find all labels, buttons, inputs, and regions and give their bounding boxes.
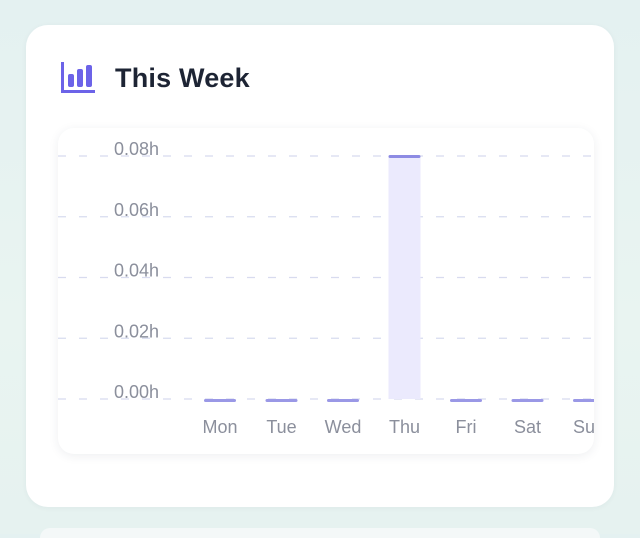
bar[interactable] (327, 399, 359, 402)
y-tick-label: 0.00h (114, 382, 159, 402)
next-card-edge (40, 528, 600, 538)
bar[interactable] (450, 399, 482, 402)
bar[interactable] (388, 156, 421, 399)
x-axis-ticks: Mon Tue Wed Thu Fri Sat Sun (202, 417, 594, 437)
chart-panel: 0.00h 0.02h 0.04h 0.06h 0.08h Mon Tue Wed Thu Fr… (58, 128, 594, 454)
card-header: This Week (59, 58, 250, 98)
bar[interactable] (265, 399, 298, 402)
grid-layer (58, 155, 594, 400)
x-tick-label: Thu (389, 417, 420, 437)
bar[interactable] (573, 399, 594, 402)
bar-top (388, 155, 421, 158)
y-tick-label: 0.04h (114, 261, 159, 281)
x-tick-label: Mon (202, 417, 237, 437)
x-tick-label: Sun (573, 417, 594, 437)
weekly-bar-chart: 0.00h 0.02h 0.04h 0.06h 0.08h Mon Tue Wed Thu Fr… (58, 139, 594, 437)
bar[interactable] (511, 399, 544, 402)
y-tick-label: 0.08h (114, 139, 159, 159)
x-tick-label: Tue (266, 417, 296, 437)
y-tick-label: 0.06h (114, 200, 159, 220)
weekly-usage-card: This Week 0.00h 0.02h 0.04h 0.06h 0.08h Mon T… (26, 25, 614, 507)
bar-chart-icon (61, 62, 95, 93)
x-tick-label: Wed (325, 417, 362, 437)
y-tick-label: 0.02h (114, 321, 159, 341)
x-tick-label: Fri (456, 417, 477, 437)
bar-layer (204, 155, 594, 402)
card-title: This Week (115, 62, 250, 93)
bar[interactable] (204, 399, 236, 402)
y-axis-ticks: 0.00h 0.02h 0.04h 0.06h 0.08h (114, 139, 159, 402)
x-tick-label: Sat (514, 417, 541, 437)
